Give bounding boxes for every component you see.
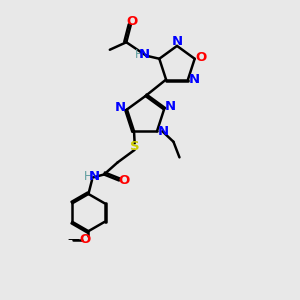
Text: N: N	[139, 48, 150, 62]
Text: H: H	[83, 170, 92, 183]
Text: O: O	[118, 174, 129, 187]
Text: N: N	[158, 125, 169, 138]
Text: N: N	[171, 35, 183, 48]
Text: N: N	[165, 100, 176, 113]
Text: N: N	[188, 73, 200, 86]
Text: H: H	[134, 48, 143, 62]
Text: O: O	[195, 51, 206, 64]
Text: S: S	[130, 140, 140, 153]
Text: N: N	[88, 170, 99, 183]
Text: O: O	[127, 15, 138, 28]
Text: —: —	[67, 233, 79, 246]
Text: N: N	[115, 100, 126, 114]
Text: O: O	[79, 233, 91, 246]
